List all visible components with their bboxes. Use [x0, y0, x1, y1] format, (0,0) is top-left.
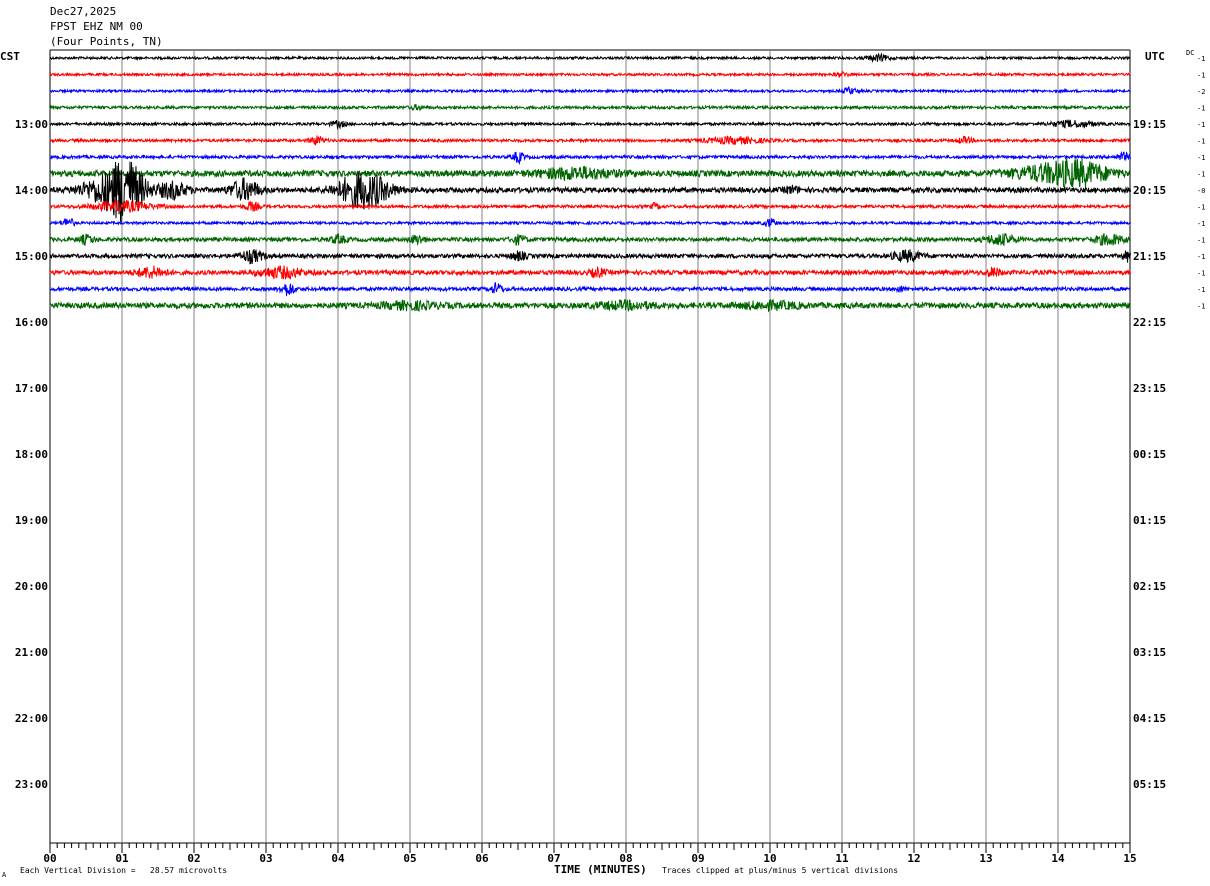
seismic-trace-row — [49, 70, 1131, 78]
dc-offset-value: -1 — [1197, 286, 1205, 294]
x-tick-label: 08 — [619, 852, 632, 865]
dc-offset-value: -1 — [1197, 204, 1205, 212]
location-label: (Four Points, TN) — [50, 35, 163, 48]
dc-offset-value: -1 — [1197, 121, 1205, 129]
x-tick-label: 01 — [115, 852, 129, 865]
dc-offset-value: -1 — [1197, 220, 1205, 228]
seismic-trace-row — [49, 217, 1131, 227]
seismic-trace-row — [49, 135, 1131, 146]
dc-offset-value: -1 — [1197, 303, 1205, 311]
x-tick-label: 04 — [331, 852, 345, 865]
cst-hour-label: 16:00 — [15, 316, 48, 329]
utc-hour-label: 00:15 — [1133, 448, 1166, 461]
seismic-trace-row — [49, 86, 1131, 95]
seismic-trace-row — [49, 233, 1131, 247]
x-tick-label: 02 — [187, 852, 200, 865]
cst-hour-label: 18:00 — [15, 448, 48, 461]
dc-offset-header: DC — [1186, 49, 1195, 57]
x-tick-label: 09 — [691, 852, 704, 865]
dc-offset-value: -0 — [1197, 187, 1205, 195]
utc-hour-label: 23:15 — [1133, 382, 1166, 395]
seismic-trace-row — [49, 104, 1131, 112]
dc-offset-value: -1 — [1197, 105, 1205, 113]
cst-hour-label: 15:00 — [15, 250, 48, 263]
dc-offset-value: -1 — [1197, 72, 1205, 80]
utc-hour-label: 20:15 — [1133, 184, 1166, 197]
seismic-trace-row — [49, 265, 1131, 281]
dc-offset-value: -1 — [1197, 55, 1205, 63]
seismic-trace-row — [49, 52, 1131, 63]
seismic-trace-row — [49, 150, 1131, 166]
cst-hour-label: 13:00 — [15, 118, 48, 131]
dc-offset-value: -1 — [1197, 237, 1205, 245]
utc-hour-label: 21:15 — [1133, 250, 1166, 263]
dc-offset-value: -2 — [1197, 88, 1205, 96]
x-tick-label: 07 — [547, 852, 560, 865]
seismic-trace-row — [49, 161, 1131, 224]
utc-hour-label: 05:15 — [1133, 778, 1166, 791]
x-tick-label: 14 — [1051, 852, 1065, 865]
utc-timezone-label: UTC — [1145, 50, 1165, 63]
utc-hour-label: 02:15 — [1133, 580, 1166, 593]
cst-hour-label: 21:00 — [15, 646, 48, 659]
cst-hour-label: 22:00 — [15, 712, 48, 725]
x-tick-label: 15 — [1123, 852, 1136, 865]
utc-hour-label: 03:15 — [1133, 646, 1166, 659]
seismic-trace-row — [49, 118, 1131, 130]
seismic-trace-row — [49, 199, 1131, 213]
seismic-trace-row — [50, 281, 1131, 297]
x-tick-label: 13 — [979, 852, 992, 865]
x-tick-label: 12 — [907, 852, 920, 865]
x-tick-label: 03 — [259, 852, 272, 865]
cst-hour-label: 20:00 — [15, 580, 48, 593]
dc-offset-value: -1 — [1197, 154, 1205, 162]
date-label: Dec27,2025 — [50, 5, 117, 18]
cst-hour-label: 19:00 — [15, 514, 48, 527]
utc-hour-label: 04:15 — [1133, 712, 1166, 725]
dc-offset-value: -1 — [1197, 171, 1205, 179]
vertical-division-note: Each Vertical Division = 28.57 microvolt… — [20, 866, 228, 875]
x-tick-label: 00 — [43, 852, 56, 865]
dc-offset-value: -1 — [1197, 270, 1205, 278]
x-tick-label: 11 — [835, 852, 849, 865]
cst-hour-label: 17:00 — [15, 382, 48, 395]
cst-timezone-label: CST — [0, 50, 20, 63]
seismic-trace-row — [49, 248, 1131, 265]
utc-hour-label: 22:15 — [1133, 316, 1166, 329]
x-tick-label: 06 — [475, 852, 489, 865]
cst-hour-label: 14:00 — [15, 184, 48, 197]
dc-offset-value: -1 — [1197, 138, 1205, 146]
x-tick-label: 10 — [763, 852, 776, 865]
x-axis-label: TIME (MINUTES) — [554, 863, 647, 876]
corner-mark: A — [2, 871, 7, 879]
utc-hour-label: 01:15 — [1133, 514, 1166, 527]
utc-hour-label: 19:15 — [1133, 118, 1166, 131]
cst-hour-label: 23:00 — [15, 778, 48, 791]
dc-offset-value: -1 — [1197, 253, 1205, 261]
clipping-note: Traces clipped at plus/minus 5 vertical … — [662, 866, 899, 875]
station-label: FPST EHZ NM 00 — [50, 20, 143, 33]
x-tick-label: 05 — [403, 852, 416, 865]
seismic-trace-row — [49, 298, 1131, 313]
seismic-trace-row — [49, 158, 1131, 189]
